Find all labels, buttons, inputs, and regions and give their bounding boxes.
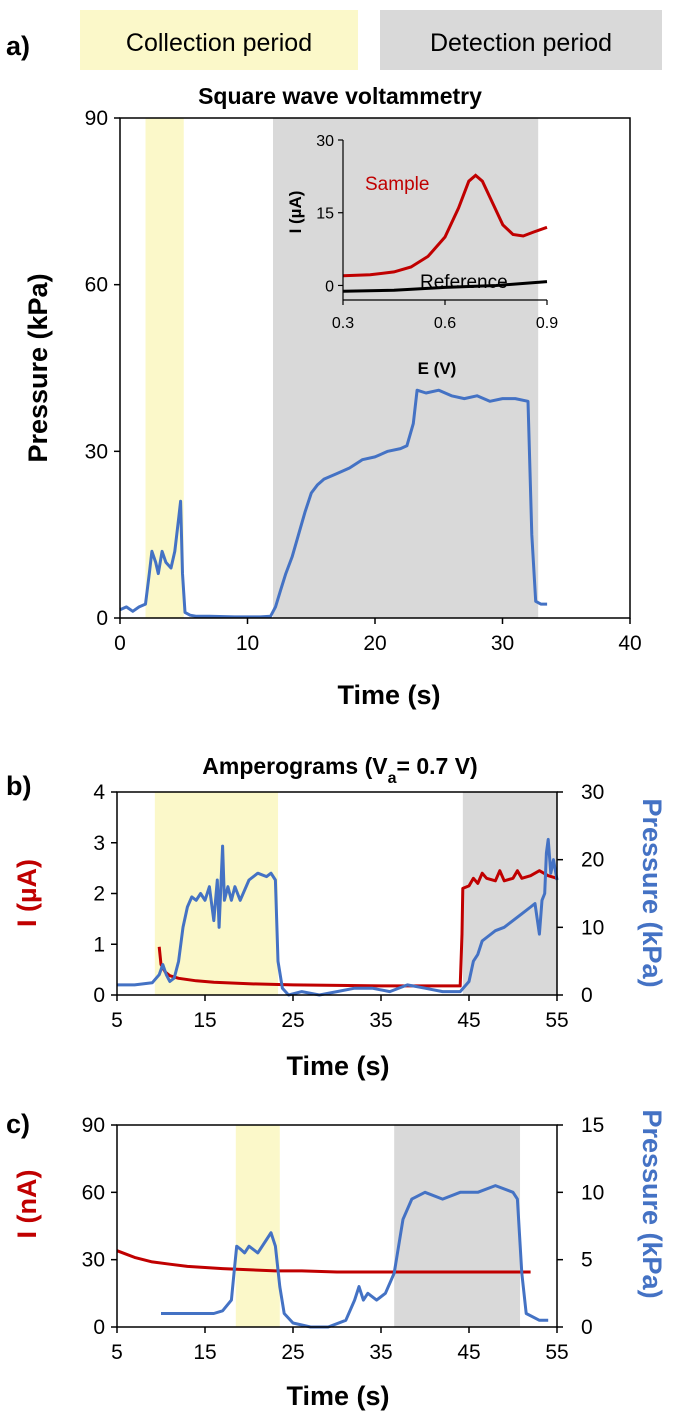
- panel-b-xlabel: Time (s): [286, 1051, 389, 1081]
- panel-c-xtick-label: 55: [545, 1341, 568, 1364]
- panel-b-ytick-label: 4: [93, 781, 105, 804]
- panel-b-label: b): [6, 771, 31, 801]
- inset-series-reference-line: [342, 280, 548, 293]
- panel-c-series-pressure-line: [161, 1184, 549, 1329]
- inset-xtick-label: 0.3: [332, 315, 354, 332]
- panel-c-ytick-label: 90: [82, 1114, 105, 1137]
- panel-b-xtick-label: 45: [457, 1009, 480, 1032]
- panel-b-ytick-right-label: 10: [581, 916, 604, 939]
- inset-ytick-label: 30: [316, 133, 334, 150]
- panel-c-ylabel-left: I (nA): [12, 1170, 42, 1239]
- panel-b-title: Amperograms (Va= 0.7 V): [202, 753, 477, 787]
- inset-ylabel: I (µA): [286, 191, 305, 234]
- panel-c-ytick-right-label: 15: [581, 1114, 604, 1137]
- panel-c-label: c): [6, 1109, 30, 1139]
- panel-b-detection-band: [462, 792, 557, 995]
- panel-a-collection-band: [145, 118, 184, 618]
- panel-a-inset: Sample Reference 0.3 0.6 0.9 0 15 30: [316, 133, 558, 332]
- panel-c-xtick-label: 5: [111, 1341, 123, 1364]
- panel-a: a) Square wave voltammetry 0 10 20 30 40 0 30 6…: [6, 31, 642, 710]
- panel-a-xtick-label: 40: [618, 632, 641, 655]
- panel-b-xtick-label: 35: [369, 1009, 392, 1032]
- panel-a-xtick-label: 10: [236, 632, 259, 655]
- inset-xtick-label: 0.9: [536, 315, 558, 332]
- panel-a-ytick-label: 30: [85, 440, 108, 463]
- inset-series-sample-line: [342, 173, 548, 278]
- panel-b: b) Amperograms (Va= 0.7 V) 5 15 25 35 45 55 0 1…: [6, 753, 667, 1081]
- panel-a-xtick-label: 20: [363, 632, 386, 655]
- inset-ytick-label: 15: [316, 206, 334, 223]
- panel-b-xtick-label: 5: [111, 1009, 123, 1032]
- panel-c-xtick-label: 25: [281, 1341, 304, 1364]
- panel-a-xtick-label: 0: [114, 632, 126, 655]
- panel-c-xtick-label: 15: [193, 1341, 216, 1364]
- panel-b-ytick-label: 0: [93, 984, 105, 1007]
- panel-a-ytick-label: 0: [96, 607, 108, 630]
- panel-c-ytick-label: 30: [82, 1249, 105, 1272]
- panel-a-ylabel: Pressure (kPa): [23, 273, 53, 462]
- panel-b-xtick-label: 55: [545, 1009, 568, 1032]
- panel-a-title: Square wave voltammetry: [198, 83, 482, 109]
- panel-b-ytick-right-label: 20: [581, 849, 604, 872]
- panel-b-series-current-line: [157, 869, 558, 988]
- panel-a-ytick-label: 90: [85, 107, 108, 130]
- panel-c-frame: [116, 1124, 558, 1328]
- inset-xtick-label: 0.6: [434, 315, 456, 332]
- panel-b-xtick-label: 25: [281, 1009, 304, 1032]
- legend-detection-label: Detection period: [430, 29, 612, 57]
- panel-c-ytick-label: 60: [82, 1181, 105, 1204]
- panel-b-ytick-label: 1: [93, 933, 105, 956]
- panel-b-title-main: Amperograms (V: [202, 753, 388, 779]
- inset-label-sample: Sample: [365, 174, 429, 195]
- panel-b-ylabel-right: Pressure (kPa): [637, 798, 667, 987]
- inset-label-reference: Reference: [420, 272, 508, 293]
- panel-c-collection-band: [235, 1125, 280, 1327]
- panel-b-ytick-label: 3: [93, 832, 105, 855]
- panel-c-xtick-label: 35: [369, 1341, 392, 1364]
- panel-c-xlabel: Time (s): [286, 1381, 389, 1411]
- panel-a-ytick-label: 60: [85, 274, 108, 297]
- legend-collection-label: Collection period: [126, 29, 312, 57]
- panel-b-ylabel-left: I (µA): [12, 859, 42, 927]
- panel-c-detection-band: [394, 1125, 521, 1327]
- legend: Collection period Detection period: [80, 10, 662, 70]
- panel-c-ylabel-right: Pressure (kPa): [637, 1109, 667, 1298]
- panel-b-title-sub: a: [388, 770, 397, 787]
- legend-detection-swatch: [380, 10, 662, 70]
- panel-b-series-pressure-line: [117, 837, 559, 997]
- panel-b-ytick-right-label: 0: [581, 984, 593, 1007]
- inset-xlabel: E (V): [418, 359, 457, 378]
- panel-c-ytick-right-label: 0: [581, 1316, 593, 1339]
- panel-b-plot: 5 15 25 35 45 55 0 1 2 3 4 0 10 20 30: [93, 781, 604, 1032]
- panel-c-series-current-line: [116, 1249, 531, 1274]
- panel-a-detection-band: [273, 118, 539, 618]
- panel-b-ytick-label: 2: [93, 883, 105, 906]
- panel-a-xtick-label: 30: [491, 632, 514, 655]
- legend-collection-swatch: [80, 10, 358, 70]
- panel-c-ytick-label: 0: [93, 1316, 105, 1339]
- panel-c-ytick-right-label: 5: [581, 1249, 593, 1272]
- panel-b-xtick-label: 15: [193, 1009, 216, 1032]
- panel-c-ytick-right-label: 10: [581, 1181, 604, 1204]
- panel-a-label: a): [6, 31, 30, 61]
- panel-b-title-tail: = 0.7 V): [397, 753, 478, 779]
- inset-ytick-label: 0: [325, 278, 334, 295]
- panel-a-xlabel: Time (s): [337, 680, 440, 710]
- panel-a-series-pressure-line: [119, 388, 548, 619]
- panel-a-plot: 0 10 20 30 40 0 30 60 90: [85, 107, 642, 655]
- panel-c-xtick-label: 45: [457, 1341, 480, 1364]
- panel-b-ytick-right-label: 30: [581, 781, 604, 804]
